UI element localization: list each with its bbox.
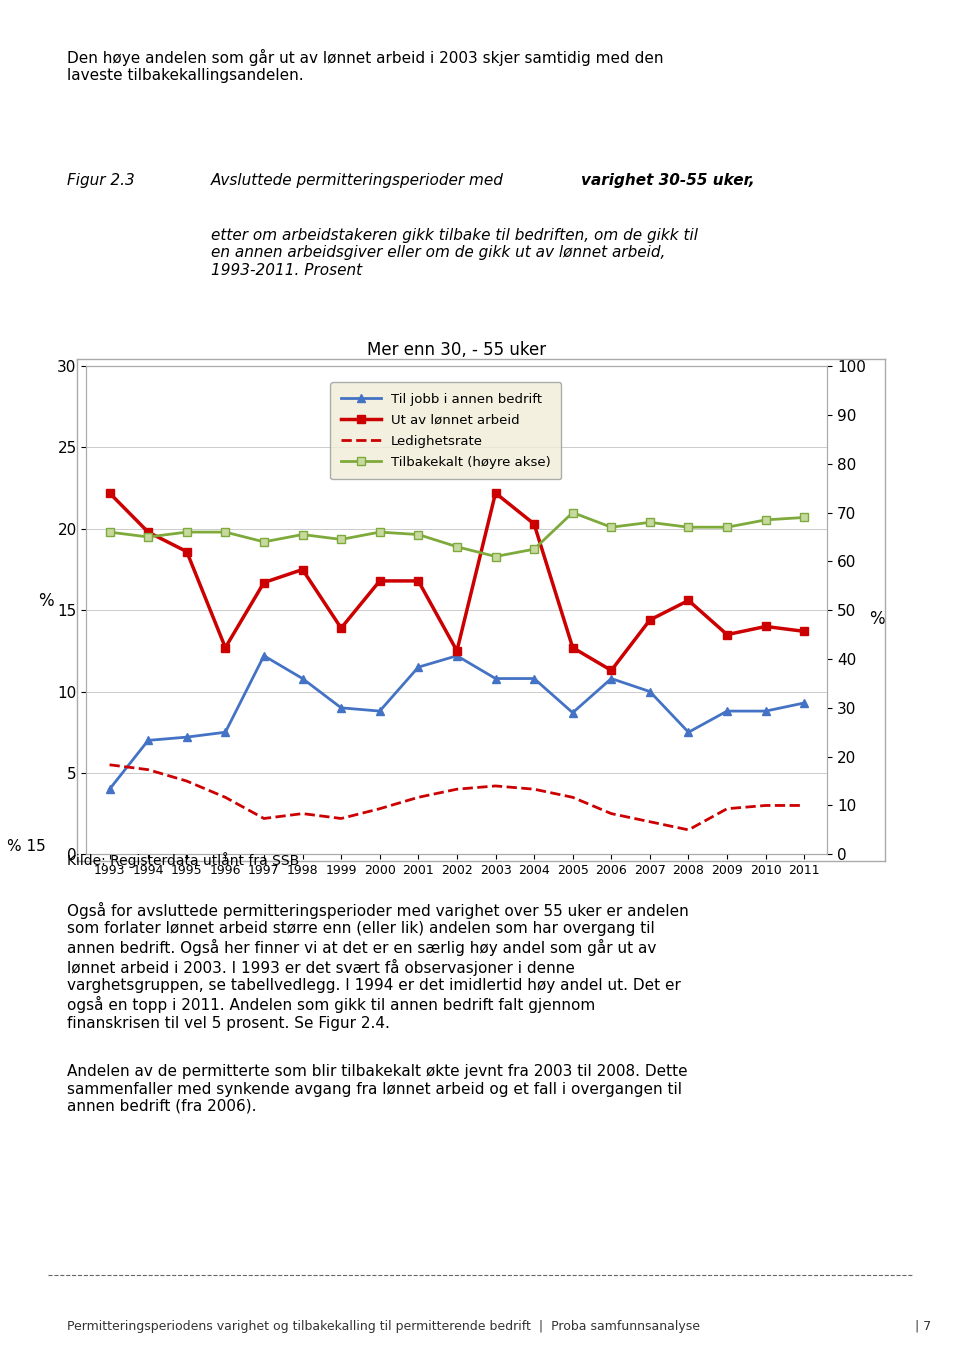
Ledighetsrate bbox=[258, 811, 270, 827]
Ledighetsrate bbox=[644, 814, 656, 830]
Til jobb i annen bedrift bbox=[104, 781, 115, 797]
Ut av lønnet arbeid bbox=[335, 620, 347, 636]
Text: Andelen av de permitterte som blir tilbakekalt økte jevnt fra 2003 til 2008. Det: Andelen av de permitterte som blir tilba… bbox=[67, 1064, 687, 1115]
Ledighetsrate bbox=[335, 811, 347, 827]
Til jobb i annen bedrift bbox=[413, 659, 424, 675]
Til jobb i annen bedrift bbox=[683, 724, 694, 740]
Ledighetsrate bbox=[490, 778, 501, 795]
Tilbakekalt (høyre akse) bbox=[220, 523, 231, 540]
Ut av lønnet arbeid bbox=[528, 515, 540, 532]
Tilbakekalt (høyre akse) bbox=[567, 504, 579, 521]
Ledighetsrate bbox=[374, 800, 386, 816]
Tilbakekalt (høyre akse) bbox=[451, 538, 463, 555]
Ut av lønnet arbeid bbox=[490, 485, 501, 502]
Ut av lønnet arbeid bbox=[721, 626, 732, 643]
Til jobb i annen bedrift bbox=[142, 732, 154, 749]
Title: Mer enn 30, - 55 uker: Mer enn 30, - 55 uker bbox=[368, 340, 546, 359]
Ut av lønnet arbeid bbox=[258, 575, 270, 591]
Ut av lønnet arbeid bbox=[451, 643, 463, 659]
Til jobb i annen bedrift bbox=[644, 683, 656, 700]
Line: Ut av lønnet arbeid: Ut av lønnet arbeid bbox=[106, 490, 808, 674]
Tilbakekalt (høyre akse) bbox=[181, 523, 193, 540]
Ut av lønnet arbeid bbox=[799, 624, 810, 640]
Text: Også for avsluttede permitteringsperioder med varighet over 55 uker er andelen
s: Også for avsluttede permitteringsperiode… bbox=[67, 902, 689, 1031]
Ledighetsrate bbox=[567, 789, 579, 805]
Til jobb i annen bedrift bbox=[258, 648, 270, 664]
Tilbakekalt (høyre akse) bbox=[721, 519, 732, 536]
Til jobb i annen bedrift bbox=[567, 705, 579, 721]
Til jobb i annen bedrift bbox=[721, 702, 732, 719]
Ut av lønnet arbeid bbox=[567, 640, 579, 656]
Tilbakekalt (høyre akse) bbox=[297, 526, 308, 542]
Ledighetsrate bbox=[220, 789, 231, 805]
Tilbakekalt (høyre akse) bbox=[374, 523, 386, 540]
Ut av lønnet arbeid bbox=[606, 662, 617, 678]
Til jobb i annen bedrift bbox=[760, 702, 772, 719]
Text: etter om arbeidstakeren gikk tilbake til bedriften, om de gikk til
en annen arbe: etter om arbeidstakeren gikk tilbake til… bbox=[211, 228, 698, 278]
Tilbakekalt (høyre akse) bbox=[683, 519, 694, 536]
Ut av lønnet arbeid bbox=[683, 593, 694, 609]
Tilbakekalt (høyre akse) bbox=[528, 541, 540, 557]
Tilbakekalt (høyre akse) bbox=[258, 534, 270, 551]
Ledighetsrate bbox=[181, 773, 193, 789]
Tilbakekalt (høyre akse) bbox=[104, 523, 115, 540]
Tilbakekalt (høyre akse) bbox=[335, 532, 347, 548]
Ledighetsrate bbox=[528, 781, 540, 797]
Til jobb i annen bedrift bbox=[490, 670, 501, 686]
Ledighetsrate bbox=[606, 805, 617, 822]
Text: Figur 2.3: Figur 2.3 bbox=[67, 174, 135, 188]
Ut av lønnet arbeid bbox=[760, 618, 772, 635]
Ledighetsrate bbox=[451, 781, 463, 797]
Ut av lønnet arbeid bbox=[413, 572, 424, 589]
Ledighetsrate bbox=[104, 757, 115, 773]
Ledighetsrate bbox=[413, 789, 424, 805]
Ut av lønnet arbeid bbox=[220, 640, 231, 656]
Text: Kilde: Registerdata utlånt fra SSB: Kilde: Registerdata utlånt fra SSB bbox=[67, 852, 300, 868]
Til jobb i annen bedrift bbox=[374, 702, 386, 719]
Y-axis label: %: % bbox=[38, 593, 54, 610]
Text: % 15: % 15 bbox=[7, 838, 46, 854]
Text: | 7: | 7 bbox=[915, 1319, 931, 1333]
Text: Permitteringsperiodens varighet og tilbakekalling til permitterende bedrift  |  : Permitteringsperiodens varighet og tilba… bbox=[67, 1319, 700, 1333]
Text: Den høye andelen som går ut av lønnet arbeid i 2003 skjer samtidig med den
laves: Den høye andelen som går ut av lønnet ar… bbox=[67, 49, 663, 83]
Til jobb i annen bedrift bbox=[606, 670, 617, 686]
Til jobb i annen bedrift bbox=[220, 724, 231, 740]
Ledighetsrate bbox=[799, 797, 810, 814]
Tilbakekalt (høyre akse) bbox=[413, 526, 424, 542]
Text: Avsluttede permitteringsperioder med: Avsluttede permitteringsperioder med bbox=[211, 174, 509, 188]
Ut av lønnet arbeid bbox=[644, 612, 656, 628]
Legend: Til jobb i annen bedrift, Ut av lønnet arbeid, Ledighetsrate, Tilbakekalt (høyre: Til jobb i annen bedrift, Ut av lønnet a… bbox=[330, 382, 562, 479]
Ut av lønnet arbeid bbox=[181, 544, 193, 560]
Tilbakekalt (høyre akse) bbox=[142, 529, 154, 545]
Line: Tilbakekalt (høyre akse): Tilbakekalt (høyre akse) bbox=[106, 508, 808, 560]
Ledighetsrate bbox=[760, 797, 772, 814]
Ut av lønnet arbeid bbox=[297, 561, 308, 578]
Til jobb i annen bedrift bbox=[799, 694, 810, 711]
Ledighetsrate bbox=[297, 805, 308, 822]
Tilbakekalt (høyre akse) bbox=[644, 514, 656, 530]
Tilbakekalt (høyre akse) bbox=[799, 510, 810, 526]
Til jobb i annen bedrift bbox=[528, 670, 540, 686]
Ut av lønnet arbeid bbox=[142, 523, 154, 540]
Til jobb i annen bedrift bbox=[451, 648, 463, 664]
Til jobb i annen bedrift bbox=[181, 730, 193, 746]
Ledighetsrate bbox=[683, 822, 694, 838]
Til jobb i annen bedrift bbox=[335, 700, 347, 716]
Ledighetsrate bbox=[721, 800, 732, 816]
Y-axis label: %: % bbox=[870, 610, 885, 628]
Ut av lønnet arbeid bbox=[374, 572, 386, 589]
Line: Til jobb i annen bedrift: Til jobb i annen bedrift bbox=[106, 652, 808, 793]
Text: varighet 30-55 uker,: varighet 30-55 uker, bbox=[581, 174, 755, 188]
Tilbakekalt (høyre akse) bbox=[490, 548, 501, 564]
Line: Ledighetsrate: Ledighetsrate bbox=[109, 765, 804, 830]
Tilbakekalt (høyre akse) bbox=[606, 519, 617, 536]
Til jobb i annen bedrift bbox=[297, 670, 308, 686]
Tilbakekalt (høyre akse) bbox=[760, 511, 772, 527]
Ledighetsrate bbox=[142, 762, 154, 778]
Ut av lønnet arbeid bbox=[104, 485, 115, 502]
